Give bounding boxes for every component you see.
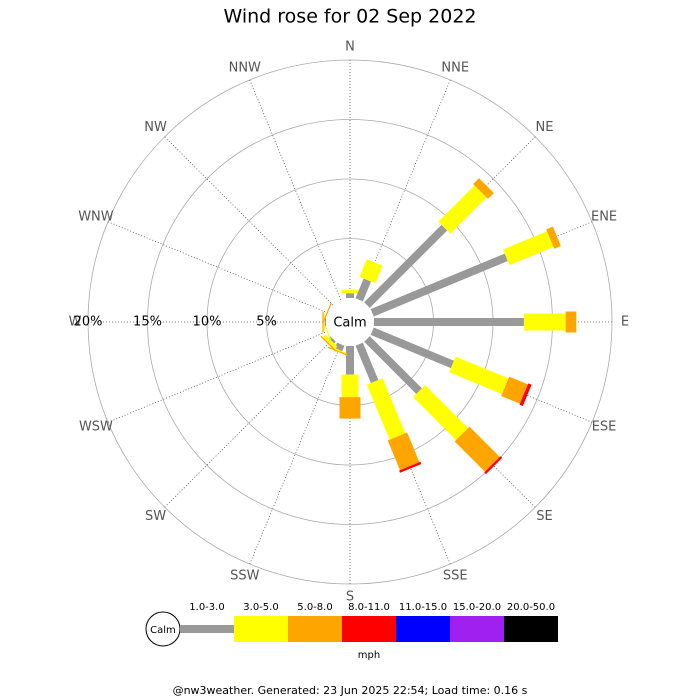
wind-bar-segment [370, 327, 454, 369]
wind-bar-segment [503, 231, 554, 266]
wind-bar-segment [387, 432, 420, 471]
direction-label: SSW [230, 569, 260, 584]
direction-label: NE [535, 120, 553, 135]
legend-swatch [450, 616, 504, 642]
legend-swatch [504, 616, 558, 642]
wind-bar-segment [323, 313, 325, 331]
r-tick-label: 10% [193, 315, 222, 330]
legend-label: 1.0-3.0 [189, 602, 224, 613]
direction-label: WSW [79, 420, 113, 435]
direction-label: SE [536, 509, 552, 524]
spoke [107, 221, 328, 314]
wind-bar-segment [320, 335, 337, 352]
wind-bar-segment [341, 289, 359, 294]
wind-bar-segment [322, 302, 332, 323]
footer: @nw3weather. Generated: 23 Jun 2025 22:5… [173, 684, 528, 697]
wind-bar-segment [346, 346, 354, 375]
spoke [164, 136, 334, 306]
r-tick-label: 20% [74, 315, 103, 330]
direction-label: SW [145, 509, 166, 524]
legend-calm-label: Calm [150, 625, 176, 636]
wind-bar-segment [565, 311, 577, 333]
wind-bar-segment [355, 278, 372, 302]
legend-swatch [396, 616, 450, 642]
wind-bar-segment [339, 397, 361, 419]
wind-bar-segment [324, 318, 326, 326]
wind-bar-segment [473, 178, 494, 199]
r-tick-label: 5% [256, 315, 277, 330]
spoke [249, 344, 342, 565]
wind-bar-segment [341, 374, 359, 398]
direction-label: ENE [591, 209, 617, 224]
direction-label: SSE [443, 569, 468, 584]
wind-bar-segment [454, 426, 500, 472]
direction-label: E [621, 315, 629, 330]
calm-circle [326, 298, 374, 346]
wind-bar-segment [449, 356, 509, 395]
legend-label: 20.0-50.0 [507, 602, 555, 613]
direction-label: NNW [229, 60, 261, 75]
legend-swatch [288, 616, 342, 642]
spoke [107, 330, 328, 423]
wind-bar-segment [355, 342, 379, 384]
wind-bar-segment [370, 253, 508, 317]
legend-title: mph [358, 650, 380, 661]
wind-bar-segment [484, 456, 503, 475]
legend-label: 5.0-8.0 [297, 602, 332, 613]
direction-label: N [345, 40, 355, 55]
wind-bar-segment [334, 342, 345, 352]
legend-swatch [180, 625, 234, 633]
r-tick-label: 15% [133, 315, 162, 330]
legend-label: 15.0-20.0 [453, 602, 501, 613]
direction-label: W [69, 315, 82, 330]
direction-label: ESE [592, 420, 617, 435]
legend-label: 3.0-5.0 [243, 602, 278, 613]
wind-bar-segment [359, 259, 383, 284]
direction-label: NW [144, 120, 167, 135]
wind-bar-segment [366, 378, 406, 440]
legend-label: 11.0-15.0 [399, 602, 447, 613]
wind-bar-segment [438, 185, 487, 234]
wind-bar-segment [374, 318, 524, 326]
wind-bar-segment [346, 293, 354, 298]
wind-bar-segment [413, 385, 469, 441]
spoke [164, 338, 334, 508]
legend-swatch [234, 616, 288, 642]
wind-bar-segment [501, 376, 528, 404]
wind-bar-segment [323, 323, 332, 340]
wind-bar-segment [523, 313, 566, 331]
wind-bar-segment [519, 383, 532, 407]
legend-label: 8.0-11.0 [348, 602, 390, 613]
wind-bar-segment [546, 226, 561, 249]
wind-bar-segment [322, 334, 338, 350]
direction-label: WNW [78, 209, 114, 224]
direction-label: NNE [441, 60, 469, 75]
spoke [249, 79, 342, 300]
wind-bar-segment [364, 336, 422, 394]
wind-bar-segment [364, 224, 448, 308]
chart-title: Wind rose for 02 Sep 2022 [223, 6, 476, 28]
legend-swatch [342, 616, 396, 642]
wind-bar-segment [327, 346, 348, 356]
direction-label: S [346, 590, 354, 605]
calm-label: Calm [333, 316, 366, 331]
wind-bar-segment [399, 461, 422, 473]
